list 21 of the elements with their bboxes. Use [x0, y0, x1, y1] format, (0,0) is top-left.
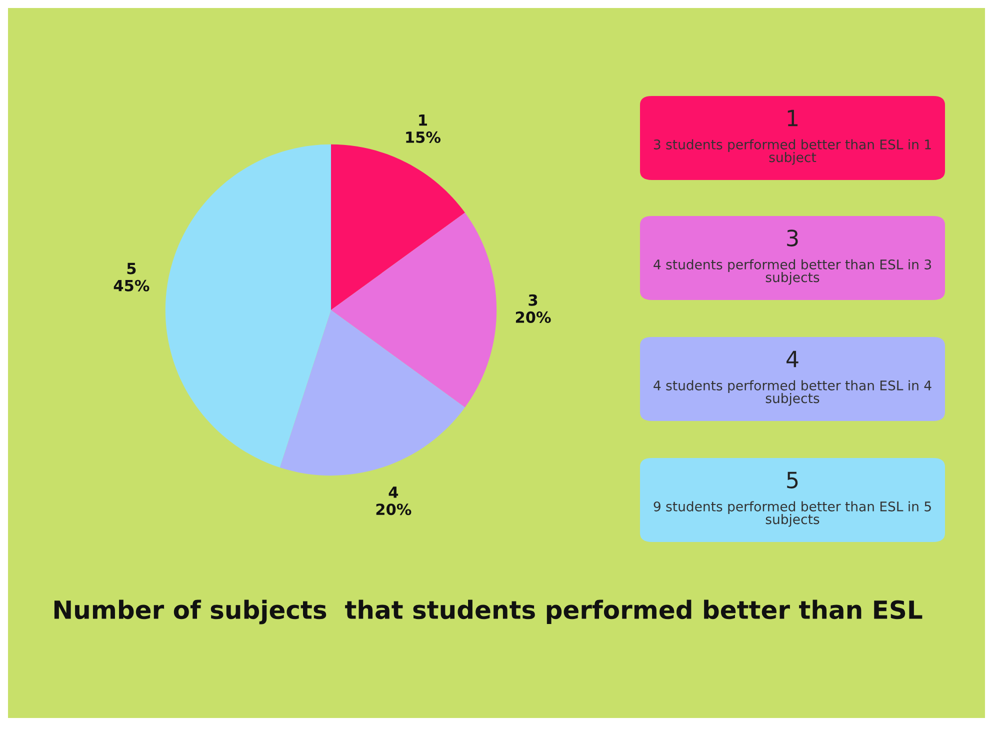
category-label: 4 — [786, 350, 798, 368]
data-label: 45% — [114, 280, 150, 292]
category-label: 3 — [787, 230, 798, 246]
category-label: 5 — [787, 472, 798, 488]
text: 9 students performed better than ESL in 5 subjects — [654, 501, 931, 527]
data-label: 20% — [376, 504, 412, 516]
pie-slice — [331, 212, 497, 408]
text: Number of subjects that students performed better than ESL — [54, 600, 922, 624]
text: 4 students performed better than ESL in 4 subjects — [654, 380, 932, 406]
slice-label: 4 — [388, 486, 398, 498]
data-label: 20% — [516, 311, 551, 323]
slice-label: 1 — [419, 114, 427, 126]
text: 4 students performed better than ESL in 3 subjects — [654, 259, 931, 285]
pie-slice — [165, 144, 331, 468]
pie-slice — [331, 144, 465, 310]
slice-label: 3 — [528, 294, 538, 306]
pie-slice — [280, 310, 465, 476]
text: 3 students performed better than ESL in 1 subject — [654, 139, 931, 165]
data-label: 15% — [406, 131, 441, 143]
category-label: 1 — [788, 110, 798, 126]
slice-label: 5 — [127, 262, 136, 274]
